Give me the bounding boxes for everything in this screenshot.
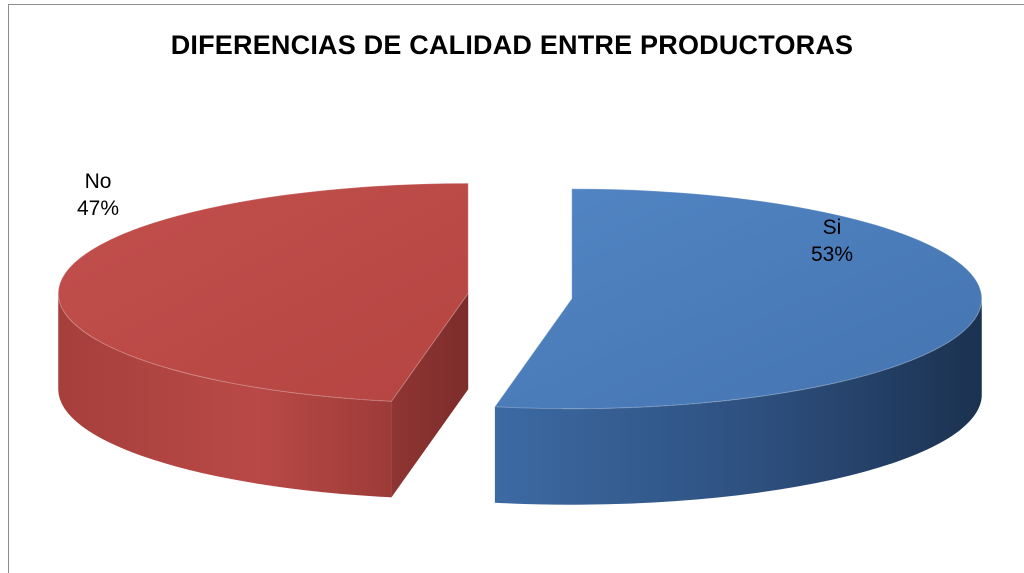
pie-slice-cut-wall (391, 293, 469, 498)
pie-slice-si (494, 188, 983, 410)
chart-title: DIFERENCIAS DE CALIDAD ENTRE PRODUCTORAS (170, 30, 854, 60)
slice-label-percent: 53% (811, 243, 853, 266)
slice-label-percent: 47% (77, 197, 119, 220)
pie-slice-side (58, 293, 392, 498)
slice-label-category: No (85, 170, 112, 193)
pie-slice-no (57, 182, 469, 402)
slice-label-category: Si (823, 216, 842, 239)
pie-slice-side (494, 298, 982, 505)
